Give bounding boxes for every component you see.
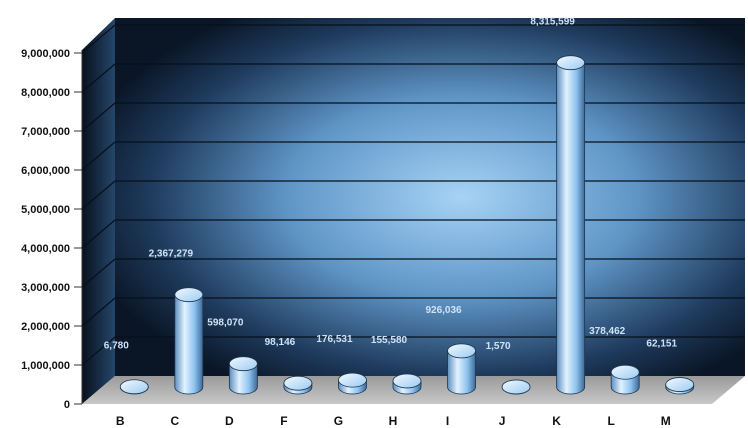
gridline-depth — [81, 219, 116, 249]
data-label: 378,462 — [589, 326, 626, 337]
gridline-depth — [81, 24, 116, 54]
x-category-label: D — [225, 414, 234, 428]
bar — [665, 377, 695, 395]
gridline-depth — [81, 141, 116, 171]
x-category-label: G — [334, 414, 343, 428]
bar-top — [338, 372, 367, 388]
gridline-depth — [81, 102, 116, 132]
x-category-label: H — [389, 414, 398, 428]
y-tick-label: 9,000,000 — [21, 48, 70, 60]
bar-body — [228, 363, 258, 395]
bar — [556, 55, 586, 395]
x-category-label: L — [608, 414, 615, 428]
bar — [228, 356, 258, 395]
data-label: 176,531 — [316, 334, 353, 345]
bar — [174, 287, 204, 395]
bar-top — [392, 373, 422, 389]
y-tick-label: 0 — [64, 399, 70, 411]
data-label: 2,367,279 — [149, 249, 194, 260]
y-tick-label: 4,000,000 — [21, 243, 70, 255]
data-label: 62,151 — [646, 339, 677, 350]
bar-top — [174, 287, 204, 303]
gridline-depth — [81, 63, 116, 93]
bar-top — [610, 364, 640, 380]
gridline-depth — [81, 180, 116, 210]
gridline-depth — [81, 336, 116, 366]
y-tick-label: 7,000,000 — [21, 126, 70, 138]
bar-top — [283, 375, 313, 391]
data-label: 98,146 — [265, 337, 296, 348]
bar-top — [501, 379, 531, 395]
bar-top — [119, 379, 149, 395]
data-label: 6,780 — [104, 341, 129, 352]
side-wall — [82, 18, 115, 404]
bar — [283, 375, 313, 395]
x-category-label: J — [499, 414, 506, 428]
gridline-depth — [81, 258, 116, 288]
back-wall — [115, 18, 745, 376]
bar — [447, 343, 476, 395]
bar — [338, 372, 367, 395]
data-label: 8,315,599 — [530, 17, 575, 28]
x-category-label: K — [552, 414, 561, 428]
gridlines — [81, 24, 745, 366]
x-category-label: I — [446, 414, 449, 428]
data-labels: 6,780 2,367,279 598,070 98,146 176,531 155,58… — [104, 17, 678, 352]
bar — [119, 379, 149, 395]
y-tick-label: 3,000,000 — [21, 282, 70, 294]
data-label: 926,036 — [425, 305, 462, 316]
x-category-label: M — [661, 414, 671, 428]
bar-top — [556, 55, 586, 71]
y-tick-label: 1,000,000 — [21, 360, 70, 372]
bars — [119, 55, 695, 395]
bar — [610, 364, 640, 395]
bar-body — [556, 62, 586, 395]
y-tick-label: 8,000,000 — [21, 87, 70, 99]
bar-top — [228, 356, 258, 372]
y-tick-label: 5,000,000 — [21, 204, 70, 216]
gridline-depth — [81, 297, 116, 327]
x-category-label: C — [170, 414, 179, 428]
x-category-label: B — [116, 414, 125, 428]
bar-top — [447, 343, 476, 359]
bar-body — [447, 350, 476, 395]
bar — [501, 379, 531, 395]
data-label: 598,070 — [207, 318, 244, 329]
data-label: 155,580 — [371, 335, 408, 346]
bar-body — [174, 294, 204, 395]
x-category-label: F — [280, 414, 287, 428]
y-tick-label: 2,000,000 — [21, 321, 70, 333]
bar-top — [665, 377, 695, 392]
y-tick-label: 6,000,000 — [21, 165, 70, 177]
y-axis-tick-labels: 0 1,000,000 2,000,000 3,000,000 4,000,000 5,0… — [21, 48, 82, 411]
bar — [392, 373, 422, 395]
data-label: 1,570 — [486, 341, 511, 352]
